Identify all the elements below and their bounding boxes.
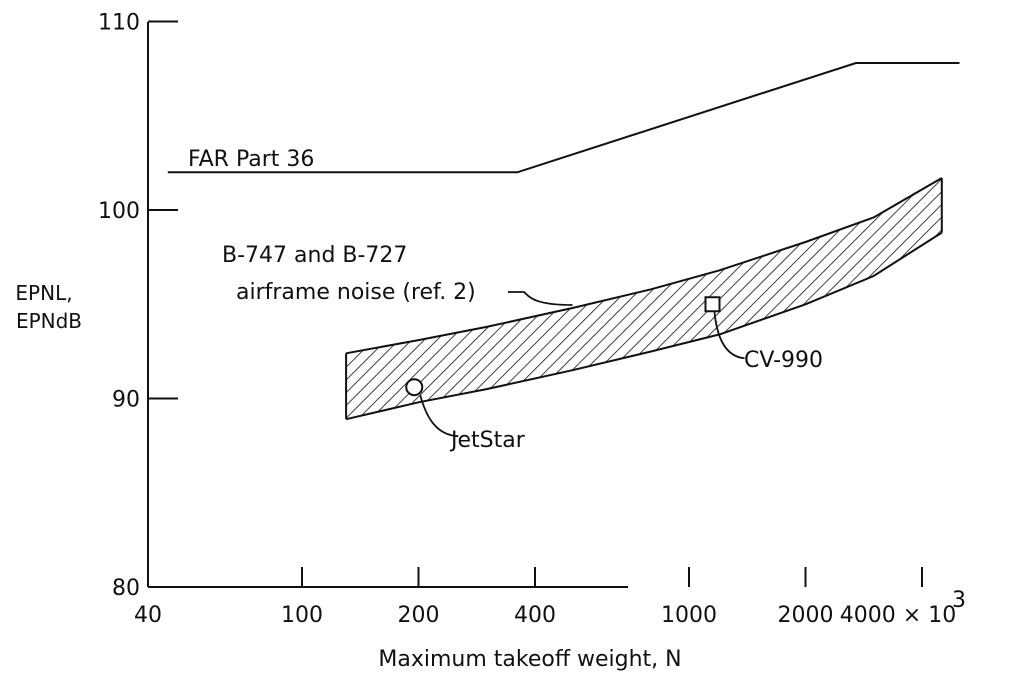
y-tick-label: 110 [98,11,140,36]
jetstar-point-circle [405,378,424,397]
band-label-leader [508,291,573,306]
x-tick-label: 4000 × 10 [840,603,956,628]
far-part-36-label: FAR Part 36 [188,147,314,172]
y-tick-label: 80 [112,576,140,601]
y-axis-label-line1: EPNL, [15,281,72,305]
x-tick-label: 1000 [661,603,717,628]
band-label-line2: airframe noise (ref. 2) [236,280,476,305]
x-tick-label: 100 [281,603,323,628]
cv990-point-square [704,296,721,313]
band-label-line1: B-747 and B-727 [222,243,407,268]
cv990-label: CV-990 [744,348,823,373]
x-tick-label: 40 [134,603,162,628]
y-tick-label: 100 [98,199,140,224]
jetstar-label: JetStar [449,428,526,453]
x-ticks: 40 100 200 400 1000 2000 4000 × 103 [134,567,966,628]
x-tick-label: 400 [514,603,556,628]
y-axis-label-line2: EPNdB [16,309,82,333]
airframe-noise-band-upper-edge [345,177,943,355]
x-tick-label: 2000 [778,603,834,628]
airframe-noise-band-lower-edge [345,231,943,421]
airframe-noise-band-fill [346,178,942,420]
y-tick-label: 90 [112,388,140,413]
far-part-36-line [167,62,960,174]
y-ticks: 80 90 100 110 [98,11,178,601]
jetstar-leader [419,394,459,438]
x-axis-label: Maximum takeoff weight, N [378,647,681,672]
x-tick-label: 200 [398,603,440,628]
cv990-leader [713,312,745,360]
x-tick-exponent: 3 [952,588,966,613]
